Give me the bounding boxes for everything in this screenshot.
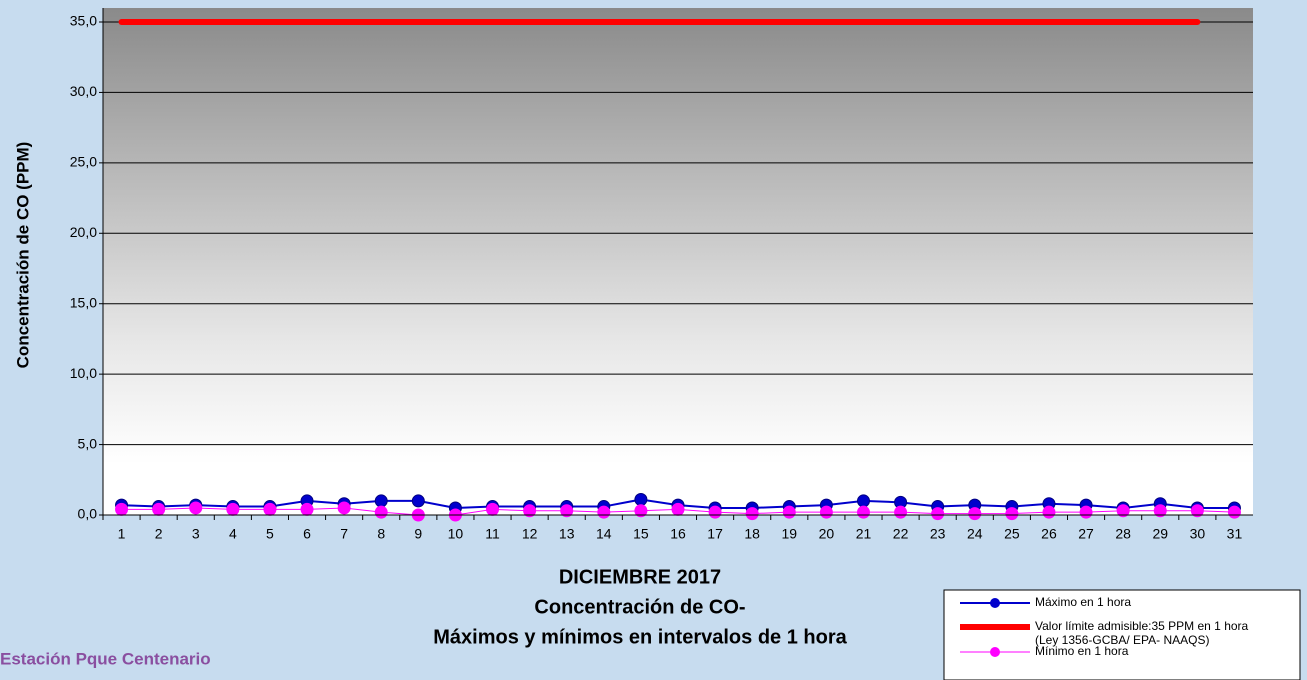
data-point <box>782 505 796 519</box>
x-tick-label: 26 <box>1041 526 1057 542</box>
x-tick-label: 27 <box>1078 526 1094 542</box>
data-point <box>152 502 166 516</box>
y-tick-label: 25,0 <box>70 154 97 170</box>
data-point <box>708 505 722 519</box>
x-tick-label: 20 <box>819 526 835 542</box>
data-point <box>263 502 277 516</box>
data-point <box>1005 507 1019 521</box>
chart-title: Máximos y mínimos en intervalos de 1 hor… <box>433 626 847 648</box>
data-point <box>300 502 314 516</box>
x-tick-label: 9 <box>414 526 422 542</box>
chart-title: Concentración de CO- <box>534 596 745 618</box>
data-point <box>1190 504 1204 518</box>
data-point <box>523 504 537 518</box>
data-point <box>1042 505 1056 519</box>
y-tick-label: 20,0 <box>70 224 97 240</box>
legend-label: Mínimo en 1 hora <box>1035 644 1129 658</box>
data-point <box>671 502 685 516</box>
legend-label: Valor límite admisible:35 PPM en 1 hora <box>1035 619 1249 633</box>
legend <box>943 589 1301 680</box>
y-axis-label: Concentración de CO (PPM) <box>13 142 32 369</box>
y-tick-label: 10,0 <box>70 365 97 381</box>
x-tick-label: 11 <box>485 526 500 542</box>
plot-area <box>103 8 1253 515</box>
x-tick-label: 18 <box>744 526 760 542</box>
x-tick-label: 2 <box>155 526 163 542</box>
data-point <box>894 505 908 519</box>
x-tick-label: 14 <box>596 526 612 542</box>
data-point <box>819 505 833 519</box>
data-point <box>597 505 611 519</box>
legend-note: (Ley 1356-GCBA/ EPA- NAAQS) <box>1035 633 1210 647</box>
x-tick-label: 5 <box>266 526 274 542</box>
data-point <box>337 501 351 515</box>
data-point <box>1227 505 1241 519</box>
data-point <box>856 505 870 519</box>
data-point <box>1079 505 1093 519</box>
x-tick-label: 16 <box>670 526 686 542</box>
x-tick-label: 1 <box>118 526 126 542</box>
x-tick-label: 17 <box>707 526 723 542</box>
data-point <box>486 502 500 516</box>
x-tick-label: 12 <box>522 526 538 542</box>
data-point <box>115 502 129 516</box>
x-tick-label: 31 <box>1227 526 1243 542</box>
data-point <box>931 507 945 521</box>
x-tick-label: 30 <box>1190 526 1206 542</box>
data-point <box>411 494 425 508</box>
chart-title: DICIEMBRE 2017 <box>559 566 721 588</box>
y-tick-label: 5,0 <box>78 435 98 451</box>
data-point <box>968 507 982 521</box>
legend-marker <box>990 598 1000 608</box>
x-tick-label: 19 <box>782 526 798 542</box>
y-tick-label: 35,0 <box>70 13 97 29</box>
data-point <box>634 504 648 518</box>
data-point <box>1153 504 1167 518</box>
x-tick-label: 4 <box>229 526 237 542</box>
y-tick-label: 15,0 <box>70 294 97 310</box>
x-tick-label: 25 <box>1004 526 1020 542</box>
x-tick-label: 6 <box>303 526 311 542</box>
x-tick-label: 3 <box>192 526 200 542</box>
data-point <box>856 494 870 508</box>
x-tick-label: 22 <box>893 526 909 542</box>
x-tick-label: 21 <box>856 526 872 542</box>
x-tick-label: 29 <box>1152 526 1168 542</box>
x-tick-label: 24 <box>967 526 983 542</box>
x-tick-label: 23 <box>930 526 946 542</box>
station-label: Estación Pque Centenario <box>0 649 211 668</box>
y-tick-label: 0,0 <box>78 506 98 522</box>
x-tick-label: 28 <box>1115 526 1131 542</box>
data-point <box>226 502 240 516</box>
data-point <box>189 501 203 515</box>
x-tick-label: 8 <box>377 526 385 542</box>
data-point <box>745 507 759 521</box>
data-point <box>374 505 388 519</box>
data-point <box>1116 504 1130 518</box>
x-tick-label: 10 <box>448 526 464 542</box>
x-tick-label: 15 <box>633 526 649 542</box>
legend-marker <box>990 647 1000 657</box>
legend-label: Máximo en 1 hora <box>1035 595 1131 609</box>
x-tick-label: 7 <box>340 526 348 542</box>
x-tick-label: 13 <box>559 526 575 542</box>
y-tick-label: 30,0 <box>70 83 97 99</box>
data-point <box>634 493 648 507</box>
data-point <box>560 504 574 518</box>
data-point <box>374 494 388 508</box>
